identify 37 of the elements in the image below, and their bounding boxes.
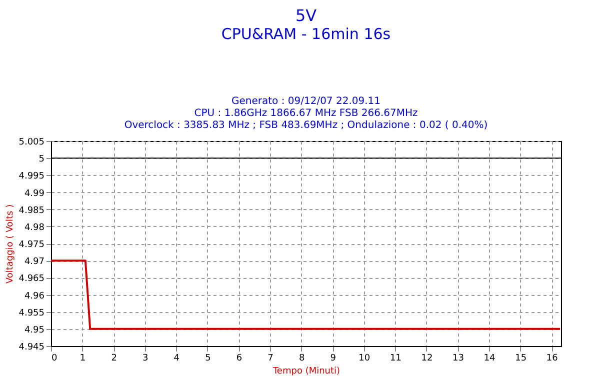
y-tick-label: 4.975 — [18, 240, 44, 250]
y-tick-label: 4.995 — [18, 172, 44, 182]
x-tick-label: 9 — [330, 354, 336, 364]
x-axis-title: Tempo (Minuti) — [272, 366, 340, 376]
y-tick-label: 4.98 — [24, 222, 45, 233]
text: CPU : 1.86GHz 1866.67 MHz FSB 266.67MHz — [194, 108, 418, 119]
text: Overclock : 3385.83 MHz ; FSB 483.69MHz ; Ondulazione : 0.02 ( 0.40%) — [124, 120, 488, 131]
y-tick-label: 4.955 — [18, 308, 44, 318]
y-axis-title: Voltaggio ( Volts ) — [6, 204, 16, 284]
chart-subtitle: CPU&RAM - 16min 16s — [221, 25, 391, 43]
y-tick-label: 4.99 — [24, 188, 45, 199]
x-tick-label: 15 — [515, 354, 527, 364]
y-tick-label: 5.005 — [18, 138, 44, 148]
x-tick-label: 1 — [80, 354, 86, 364]
y-tick-label: 4.97 — [24, 257, 44, 268]
x-tick-label: 8 — [298, 354, 305, 364]
x-tick-label: 6 — [236, 354, 242, 364]
x-tick-label: 16 — [546, 354, 558, 364]
y-tick-label: 4.95 — [24, 325, 44, 336]
text: Generato : 09/12/07 22.09.11 — [231, 96, 381, 107]
x-tick-label: 14 — [484, 354, 496, 364]
x-tick-label: 3 — [142, 354, 148, 364]
y-tick-label: 5 — [38, 154, 44, 165]
x-tick-label: 11 — [390, 354, 402, 364]
x-tick-label: 0 — [52, 354, 58, 364]
y-tick-label: 4.985 — [18, 206, 44, 216]
x-tick-label: 4 — [174, 354, 180, 364]
x-tick-label: 13 — [452, 354, 464, 364]
x-tick-label: 2 — [111, 354, 117, 364]
y-tick-label: 4.965 — [18, 274, 44, 284]
x-tick-label: 5 — [205, 354, 211, 364]
x-tick-label: 10 — [358, 354, 370, 364]
x-tick-label: 7 — [268, 354, 274, 364]
y-tick-label: 4.96 — [24, 291, 45, 302]
chart-title: 5V — [295, 6, 317, 25]
y-tick-label: 4.945 — [18, 342, 44, 352]
x-tick-label: 12 — [421, 354, 433, 364]
